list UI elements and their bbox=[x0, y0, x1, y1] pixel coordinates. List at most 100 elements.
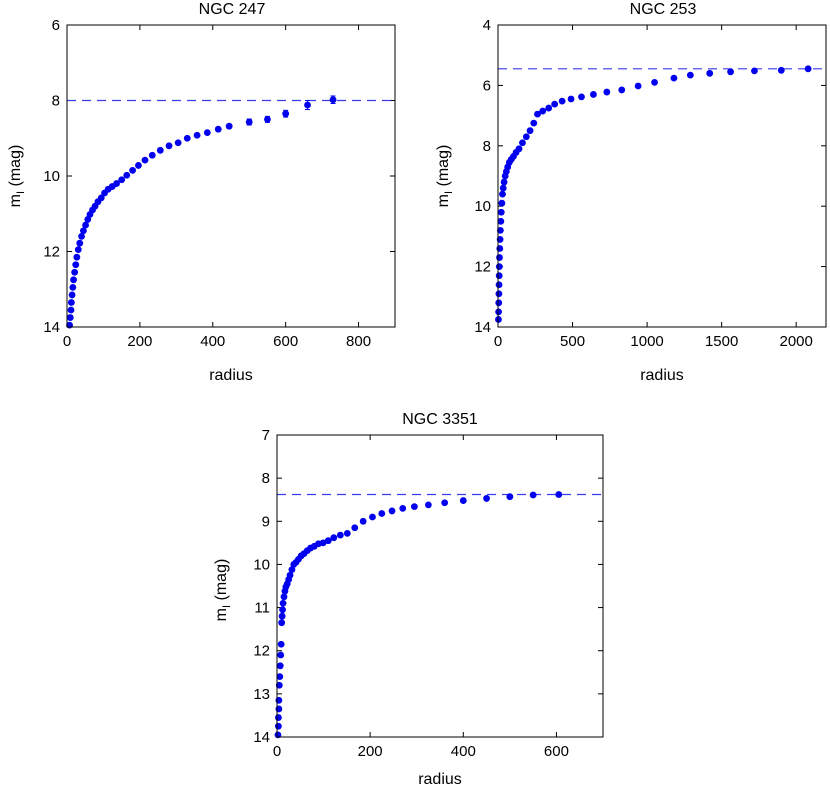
x-tick-label: 200 bbox=[127, 333, 152, 350]
data-point bbox=[277, 651, 285, 659]
data-point bbox=[278, 619, 286, 627]
chart-title: NGC 3351 bbox=[402, 411, 478, 428]
data-point bbox=[73, 253, 81, 261]
data-point bbox=[483, 495, 490, 502]
y-axis-label-subscript: I bbox=[221, 605, 233, 608]
data-point bbox=[274, 714, 282, 721]
data-point bbox=[495, 290, 503, 298]
y-axis-label: mI (mag) bbox=[213, 559, 233, 622]
x-tick-label: 2000 bbox=[779, 333, 812, 350]
data-point bbox=[495, 263, 503, 270]
data-point bbox=[275, 705, 283, 713]
x-axis-label: radius bbox=[209, 367, 253, 384]
data-point bbox=[500, 178, 508, 186]
data-point bbox=[351, 524, 359, 532]
data-point bbox=[319, 539, 327, 547]
data-point bbox=[336, 531, 344, 539]
chart-title: NGC 247 bbox=[199, 1, 266, 18]
data-point bbox=[123, 171, 131, 179]
x-tick-label: 200 bbox=[358, 743, 383, 760]
data-point bbox=[183, 134, 191, 142]
x-tick-label: 500 bbox=[560, 333, 585, 350]
data-point bbox=[274, 722, 282, 730]
data-point bbox=[280, 593, 288, 601]
data-point bbox=[288, 566, 296, 574]
y-tick-label: 9 bbox=[262, 513, 270, 530]
y-tick-label: 12 bbox=[43, 244, 60, 261]
y-tick-label: 10 bbox=[43, 168, 60, 185]
ticks: 0 200 400 600 800 6 8 10 12 14 bbox=[43, 17, 395, 350]
data-point bbox=[277, 640, 285, 648]
data-point bbox=[276, 673, 284, 680]
data-point bbox=[590, 91, 597, 98]
data-point bbox=[545, 104, 553, 112]
data-point bbox=[686, 71, 694, 79]
data-point bbox=[727, 68, 734, 76]
data-point bbox=[558, 97, 566, 105]
y-axis-label: mI (mag) bbox=[7, 145, 27, 208]
data-point bbox=[68, 291, 76, 299]
x-axis-label: radius bbox=[418, 771, 462, 788]
data-point bbox=[174, 139, 182, 147]
data-point bbox=[459, 497, 467, 504]
data-point bbox=[388, 507, 396, 515]
data-point bbox=[275, 696, 283, 704]
data-point bbox=[496, 245, 504, 252]
data-points bbox=[495, 65, 812, 323]
x-tick-label: 400 bbox=[451, 743, 476, 760]
data-point bbox=[519, 139, 526, 147]
data-point bbox=[534, 110, 541, 118]
data-points bbox=[66, 95, 337, 329]
data-point bbox=[498, 199, 506, 207]
data-point bbox=[141, 156, 149, 164]
data-point bbox=[522, 133, 530, 141]
data-point bbox=[67, 306, 75, 314]
data-point bbox=[113, 180, 120, 187]
y-tick-label: 8 bbox=[52, 93, 60, 110]
data-point bbox=[69, 283, 77, 291]
y-tick-label: 8 bbox=[483, 138, 491, 155]
data-point bbox=[82, 221, 89, 229]
data-point bbox=[539, 107, 547, 115]
data-point bbox=[203, 129, 211, 136]
data-point bbox=[276, 662, 284, 670]
data-point bbox=[225, 122, 233, 130]
y-tick-label: 11 bbox=[254, 600, 270, 617]
data-point bbox=[67, 299, 75, 306]
data-point bbox=[515, 145, 523, 153]
y-tick-label: 6 bbox=[483, 77, 491, 94]
y-axis-label-symbol: m bbox=[7, 194, 24, 207]
y-tick-label: 10 bbox=[253, 556, 270, 573]
data-point bbox=[526, 127, 534, 135]
plot-frame bbox=[276, 434, 604, 738]
y-tick-label: 14 bbox=[474, 319, 491, 336]
data-point bbox=[497, 217, 505, 225]
ticks: 0 500 1000 1500 2000 4 6 8 10 12 14 bbox=[474, 17, 826, 350]
data-point bbox=[148, 151, 156, 159]
data-point bbox=[751, 67, 758, 75]
data-point bbox=[378, 510, 386, 517]
ticks: 0 200 400 600 7 8 9 10 11 12 13 14 bbox=[253, 427, 603, 760]
data-point bbox=[156, 146, 164, 154]
y-tick-label: 13 bbox=[253, 686, 270, 703]
data-point bbox=[97, 194, 105, 202]
data-point bbox=[275, 681, 283, 689]
y-tick-label: 12 bbox=[474, 259, 491, 276]
data-point bbox=[424, 501, 432, 509]
data-point bbox=[118, 176, 126, 184]
data-point bbox=[369, 513, 376, 521]
data-point bbox=[804, 65, 812, 73]
data-point bbox=[330, 534, 338, 542]
y-axis-label-unit: (mag) bbox=[213, 559, 230, 605]
data-points bbox=[274, 491, 563, 739]
y-axis-label-subscript: I bbox=[15, 191, 27, 194]
data-point bbox=[399, 504, 407, 512]
data-point bbox=[193, 131, 201, 139]
data-point bbox=[245, 118, 253, 126]
data-point bbox=[74, 246, 82, 254]
y-tick-label: 12 bbox=[253, 643, 270, 660]
y-tick-label: 14 bbox=[43, 319, 60, 336]
data-point bbox=[279, 606, 286, 614]
